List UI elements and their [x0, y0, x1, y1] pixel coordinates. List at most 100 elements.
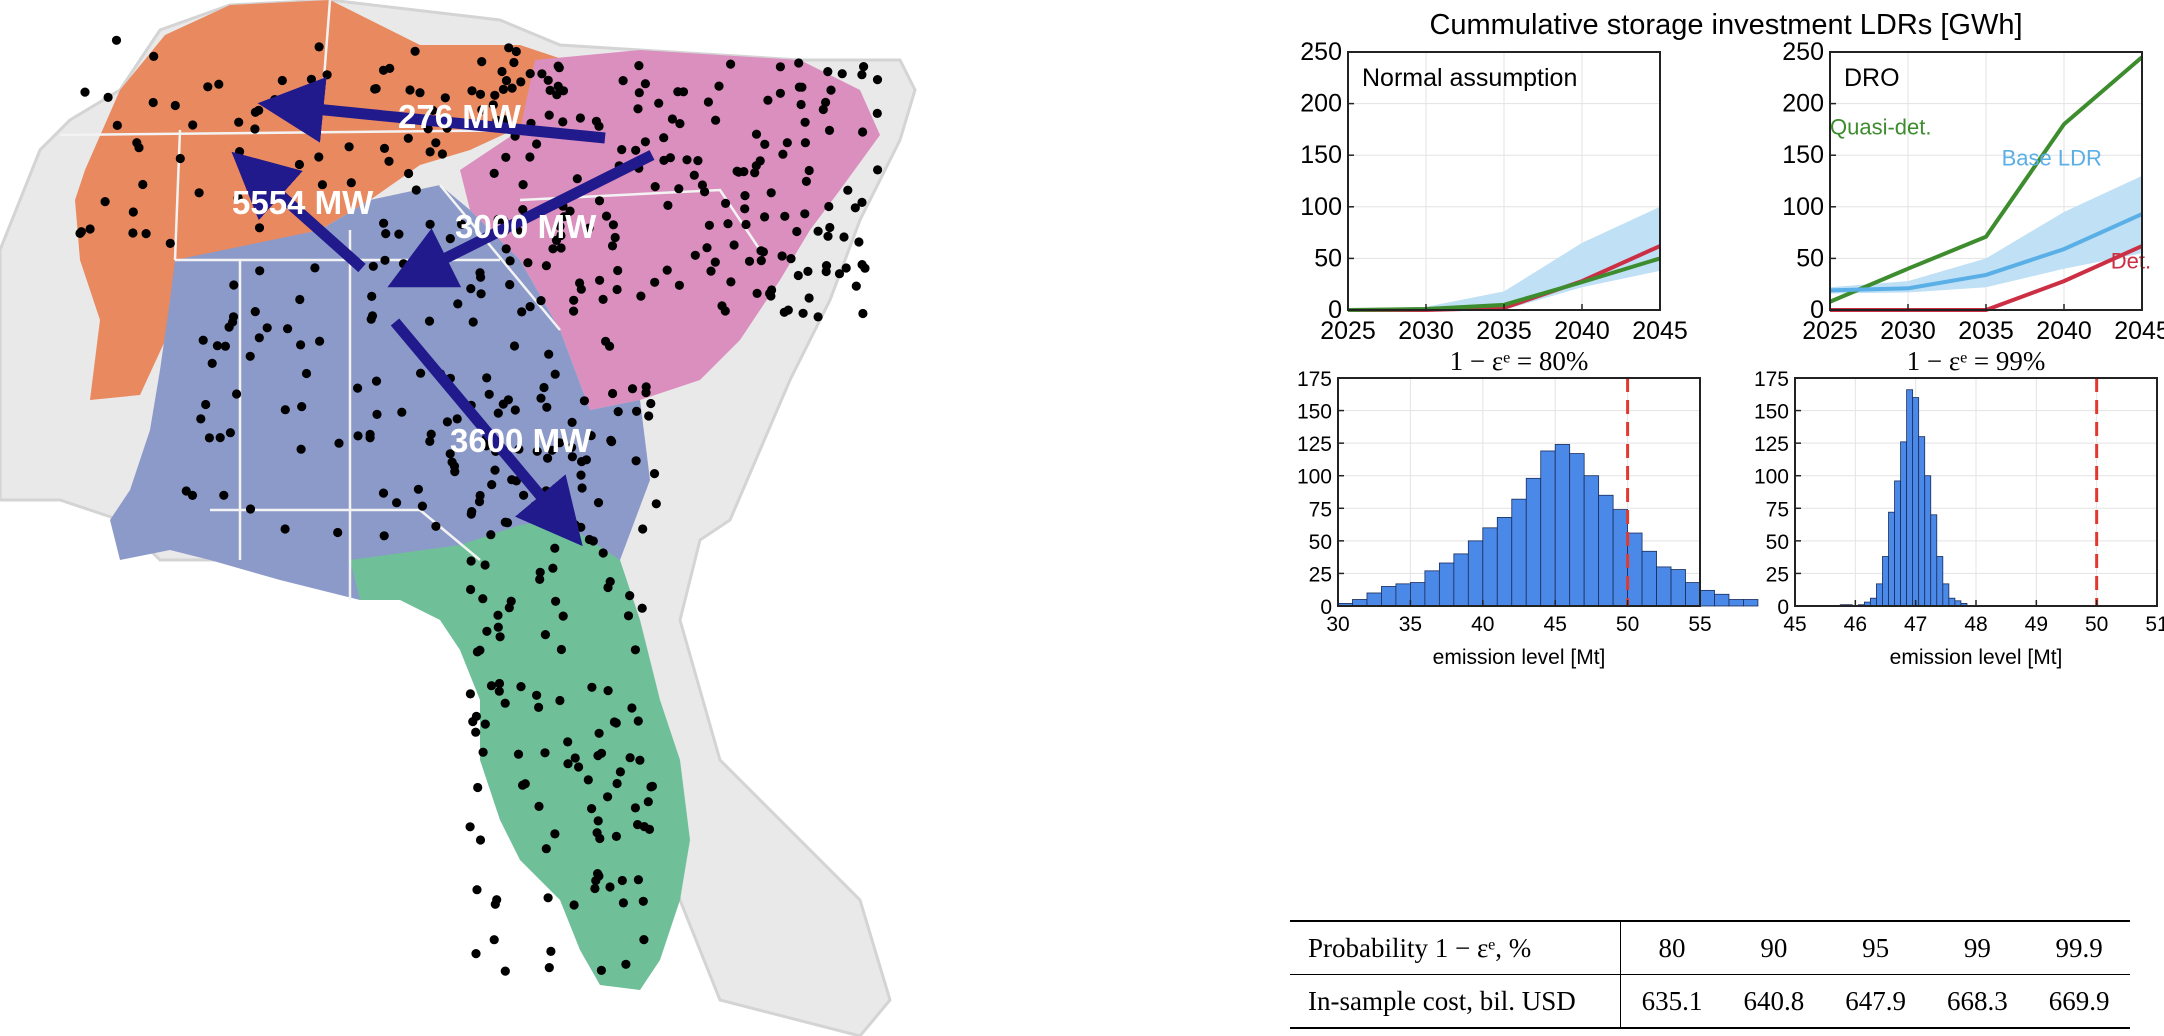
- generator-dot: [111, 35, 122, 45]
- generator-dot: [431, 138, 441, 148]
- generator-dot: [466, 556, 476, 566]
- generator-dot: [605, 341, 615, 351]
- generator-dot: [617, 145, 627, 155]
- generator-dot: [280, 524, 290, 534]
- generator-dot: [511, 46, 521, 57]
- generator-dot: [565, 206, 575, 216]
- table-cell: 640.8: [1723, 974, 1825, 1029]
- generator-dot: [467, 507, 477, 517]
- generator-dot: [544, 349, 554, 359]
- generator-dot: [542, 402, 552, 412]
- generator-dot: [262, 323, 272, 333]
- generator-dot: [450, 467, 460, 477]
- generator-dot: [500, 698, 510, 708]
- generator-dot: [803, 266, 813, 276]
- generator-dot: [598, 294, 608, 304]
- generator-dot: [637, 603, 647, 613]
- generator-dot: [517, 307, 527, 317]
- generator-dot: [314, 152, 324, 162]
- generator-dot: [405, 85, 415, 95]
- generator-dot: [212, 341, 222, 351]
- generator-dot: [505, 280, 515, 290]
- generator-dot: [858, 127, 868, 137]
- generator-dot: [547, 445, 557, 455]
- generator-dot: [149, 51, 159, 62]
- y-tick-label: 200: [1782, 90, 1824, 118]
- generator-dot: [334, 438, 344, 448]
- generator-dot: [513, 749, 524, 759]
- generator-dot: [872, 75, 883, 85]
- generator-dot: [763, 95, 773, 105]
- generator-dot: [821, 266, 831, 277]
- generator-dot: [634, 88, 644, 98]
- generator-dot: [649, 469, 660, 479]
- generator-dot: [442, 417, 452, 427]
- generator-dot: [203, 82, 213, 92]
- generator-dot: [665, 153, 676, 163]
- generator-dot: [447, 457, 457, 467]
- generator-dot: [778, 149, 788, 159]
- generator-dot: [505, 256, 515, 266]
- generator-dot: [245, 351, 255, 361]
- generator-dot: [611, 831, 622, 842]
- generator-dot: [379, 531, 389, 541]
- generator-dot: [618, 898, 629, 908]
- generator-dot: [675, 119, 685, 129]
- x-tick-label: 2040: [1554, 317, 1610, 345]
- histogram-bar: [1924, 475, 1932, 607]
- generator-dot: [543, 75, 553, 85]
- generator-dot: [525, 69, 535, 79]
- chart-title: 1 − εᵉ = 99%: [1907, 346, 2046, 376]
- histogram-bar: [1882, 556, 1889, 607]
- y-tick-label: 50: [1314, 244, 1342, 272]
- generator-dot: [494, 678, 505, 689]
- generator-dot: [593, 869, 603, 879]
- histogram-bar: [1936, 556, 1944, 607]
- generator-dot: [371, 376, 382, 386]
- generator-dot: [751, 129, 762, 139]
- generator-dot: [843, 185, 853, 195]
- generator-dot: [475, 835, 486, 845]
- generator-dot: [697, 180, 708, 190]
- generator-dot: [536, 296, 546, 306]
- generator-dot: [516, 682, 526, 692]
- generator-dot: [501, 244, 511, 254]
- generator-dot: [800, 209, 810, 219]
- generator-dot: [484, 389, 494, 399]
- uncertainty-band: [1830, 175, 2142, 294]
- generator-dot: [472, 647, 482, 657]
- generator-dot: [608, 220, 619, 230]
- histogram-bar: [1918, 436, 1926, 607]
- flow-arrows: [231, 76, 655, 547]
- generator-dot: [729, 240, 739, 250]
- y-tick-label: 150: [1300, 141, 1342, 169]
- generator-dot: [548, 244, 558, 254]
- generator-dot: [615, 767, 626, 777]
- generator-dot: [404, 168, 414, 179]
- generator-dot: [633, 104, 643, 114]
- generator-dot: [756, 246, 766, 256]
- generator-dot: [636, 291, 646, 301]
- x-tick-label: 50: [1616, 613, 1639, 636]
- generator-dot: [541, 844, 551, 854]
- flow-arrow-3600: [390, 318, 583, 547]
- generator-dot: [138, 179, 148, 190]
- generator-dot: [755, 156, 765, 166]
- generator-dot: [425, 219, 435, 229]
- y-tick-label: 50: [1309, 531, 1332, 554]
- x-tick-label: 55: [1688, 613, 1711, 636]
- generator-dot: [744, 256, 755, 266]
- y-tick-label: 100: [1300, 193, 1342, 221]
- generator-dot: [250, 307, 260, 317]
- generator-dot: [714, 81, 724, 91]
- generator-dot: [525, 152, 535, 162]
- histogram-bar: [1656, 566, 1672, 607]
- histogram-bar: [1900, 441, 1908, 607]
- generator-dot: [468, 717, 478, 727]
- flow-label-3600: 3600 MW: [450, 422, 592, 459]
- generator-dot: [431, 521, 441, 531]
- generator-dot: [633, 820, 643, 830]
- y-tick-label: 175: [1297, 368, 1332, 391]
- generator-dot: [486, 681, 497, 691]
- generator-dot: [478, 747, 488, 757]
